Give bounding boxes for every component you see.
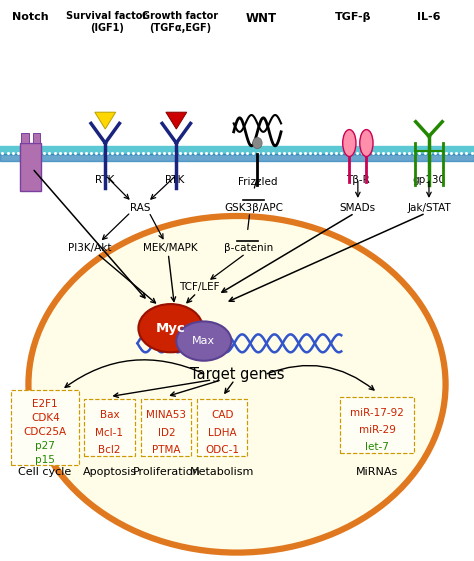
Text: TCF/LEF: TCF/LEF xyxy=(179,282,219,292)
Text: Proliferation: Proliferation xyxy=(133,467,200,477)
Text: IL-6: IL-6 xyxy=(417,12,441,22)
Text: Metabolism: Metabolism xyxy=(190,467,255,477)
Text: RTK: RTK xyxy=(95,175,114,185)
Text: Apoptosis: Apoptosis xyxy=(82,467,137,477)
Text: Bax: Bax xyxy=(100,411,119,420)
Ellipse shape xyxy=(138,304,203,352)
FancyBboxPatch shape xyxy=(20,143,41,191)
Text: MINA53: MINA53 xyxy=(146,411,186,420)
Text: miR-29: miR-29 xyxy=(359,425,396,435)
Text: SMADs: SMADs xyxy=(340,203,376,213)
Text: PI3K/Akt: PI3K/Akt xyxy=(68,243,112,253)
Text: p27: p27 xyxy=(36,441,55,451)
Text: Myc: Myc xyxy=(156,321,185,335)
Text: Bcl2: Bcl2 xyxy=(98,445,121,455)
Ellipse shape xyxy=(343,130,356,157)
Text: MiRNAs: MiRNAs xyxy=(356,467,399,477)
Text: LDHA: LDHA xyxy=(208,427,237,438)
Text: p15: p15 xyxy=(36,455,55,465)
Text: miR-17-92: miR-17-92 xyxy=(350,408,404,417)
Text: TGF-β: TGF-β xyxy=(335,12,372,22)
Text: Mcl-1: Mcl-1 xyxy=(95,427,124,438)
Text: Survival factor
(IGF1): Survival factor (IGF1) xyxy=(66,11,147,33)
FancyBboxPatch shape xyxy=(11,390,79,465)
Text: Cell cycle: Cell cycle xyxy=(18,467,72,477)
Ellipse shape xyxy=(360,130,373,157)
Text: WNT: WNT xyxy=(246,12,277,25)
FancyBboxPatch shape xyxy=(340,397,414,453)
Ellipse shape xyxy=(28,216,446,553)
Text: Growth factor
(TGFα,EGF): Growth factor (TGFα,EGF) xyxy=(142,11,218,33)
FancyBboxPatch shape xyxy=(141,399,191,456)
Text: Jak/STAT: Jak/STAT xyxy=(407,203,451,213)
Text: RAS: RAS xyxy=(129,203,150,213)
FancyBboxPatch shape xyxy=(33,133,40,143)
Polygon shape xyxy=(95,112,116,129)
FancyBboxPatch shape xyxy=(21,133,29,143)
Text: RTK: RTK xyxy=(165,175,184,185)
Text: β-catenin: β-catenin xyxy=(224,243,273,253)
Text: ODC-1: ODC-1 xyxy=(205,445,239,455)
Text: CAD: CAD xyxy=(211,411,234,420)
Text: Notch: Notch xyxy=(12,12,49,22)
FancyBboxPatch shape xyxy=(84,399,135,456)
Text: GSK3β/APC: GSK3β/APC xyxy=(224,203,283,213)
Ellipse shape xyxy=(176,321,231,361)
Text: PTMA: PTMA xyxy=(152,445,181,455)
Text: let-7: let-7 xyxy=(365,442,389,452)
Circle shape xyxy=(253,137,262,149)
Text: Target genes: Target genes xyxy=(190,367,284,381)
Text: E2F1: E2F1 xyxy=(32,399,58,409)
Polygon shape xyxy=(166,112,187,129)
Text: ID2: ID2 xyxy=(157,427,175,438)
Text: CDC25A: CDC25A xyxy=(24,427,67,437)
Text: Tβ-R: Tβ-R xyxy=(346,175,370,185)
Text: MEK/MAPK: MEK/MAPK xyxy=(143,243,198,253)
Text: Frizzled: Frizzled xyxy=(237,177,277,187)
FancyBboxPatch shape xyxy=(197,399,247,456)
Text: Max: Max xyxy=(192,336,215,346)
Text: CDK4: CDK4 xyxy=(31,413,60,423)
Text: gp130: gp130 xyxy=(412,175,446,185)
